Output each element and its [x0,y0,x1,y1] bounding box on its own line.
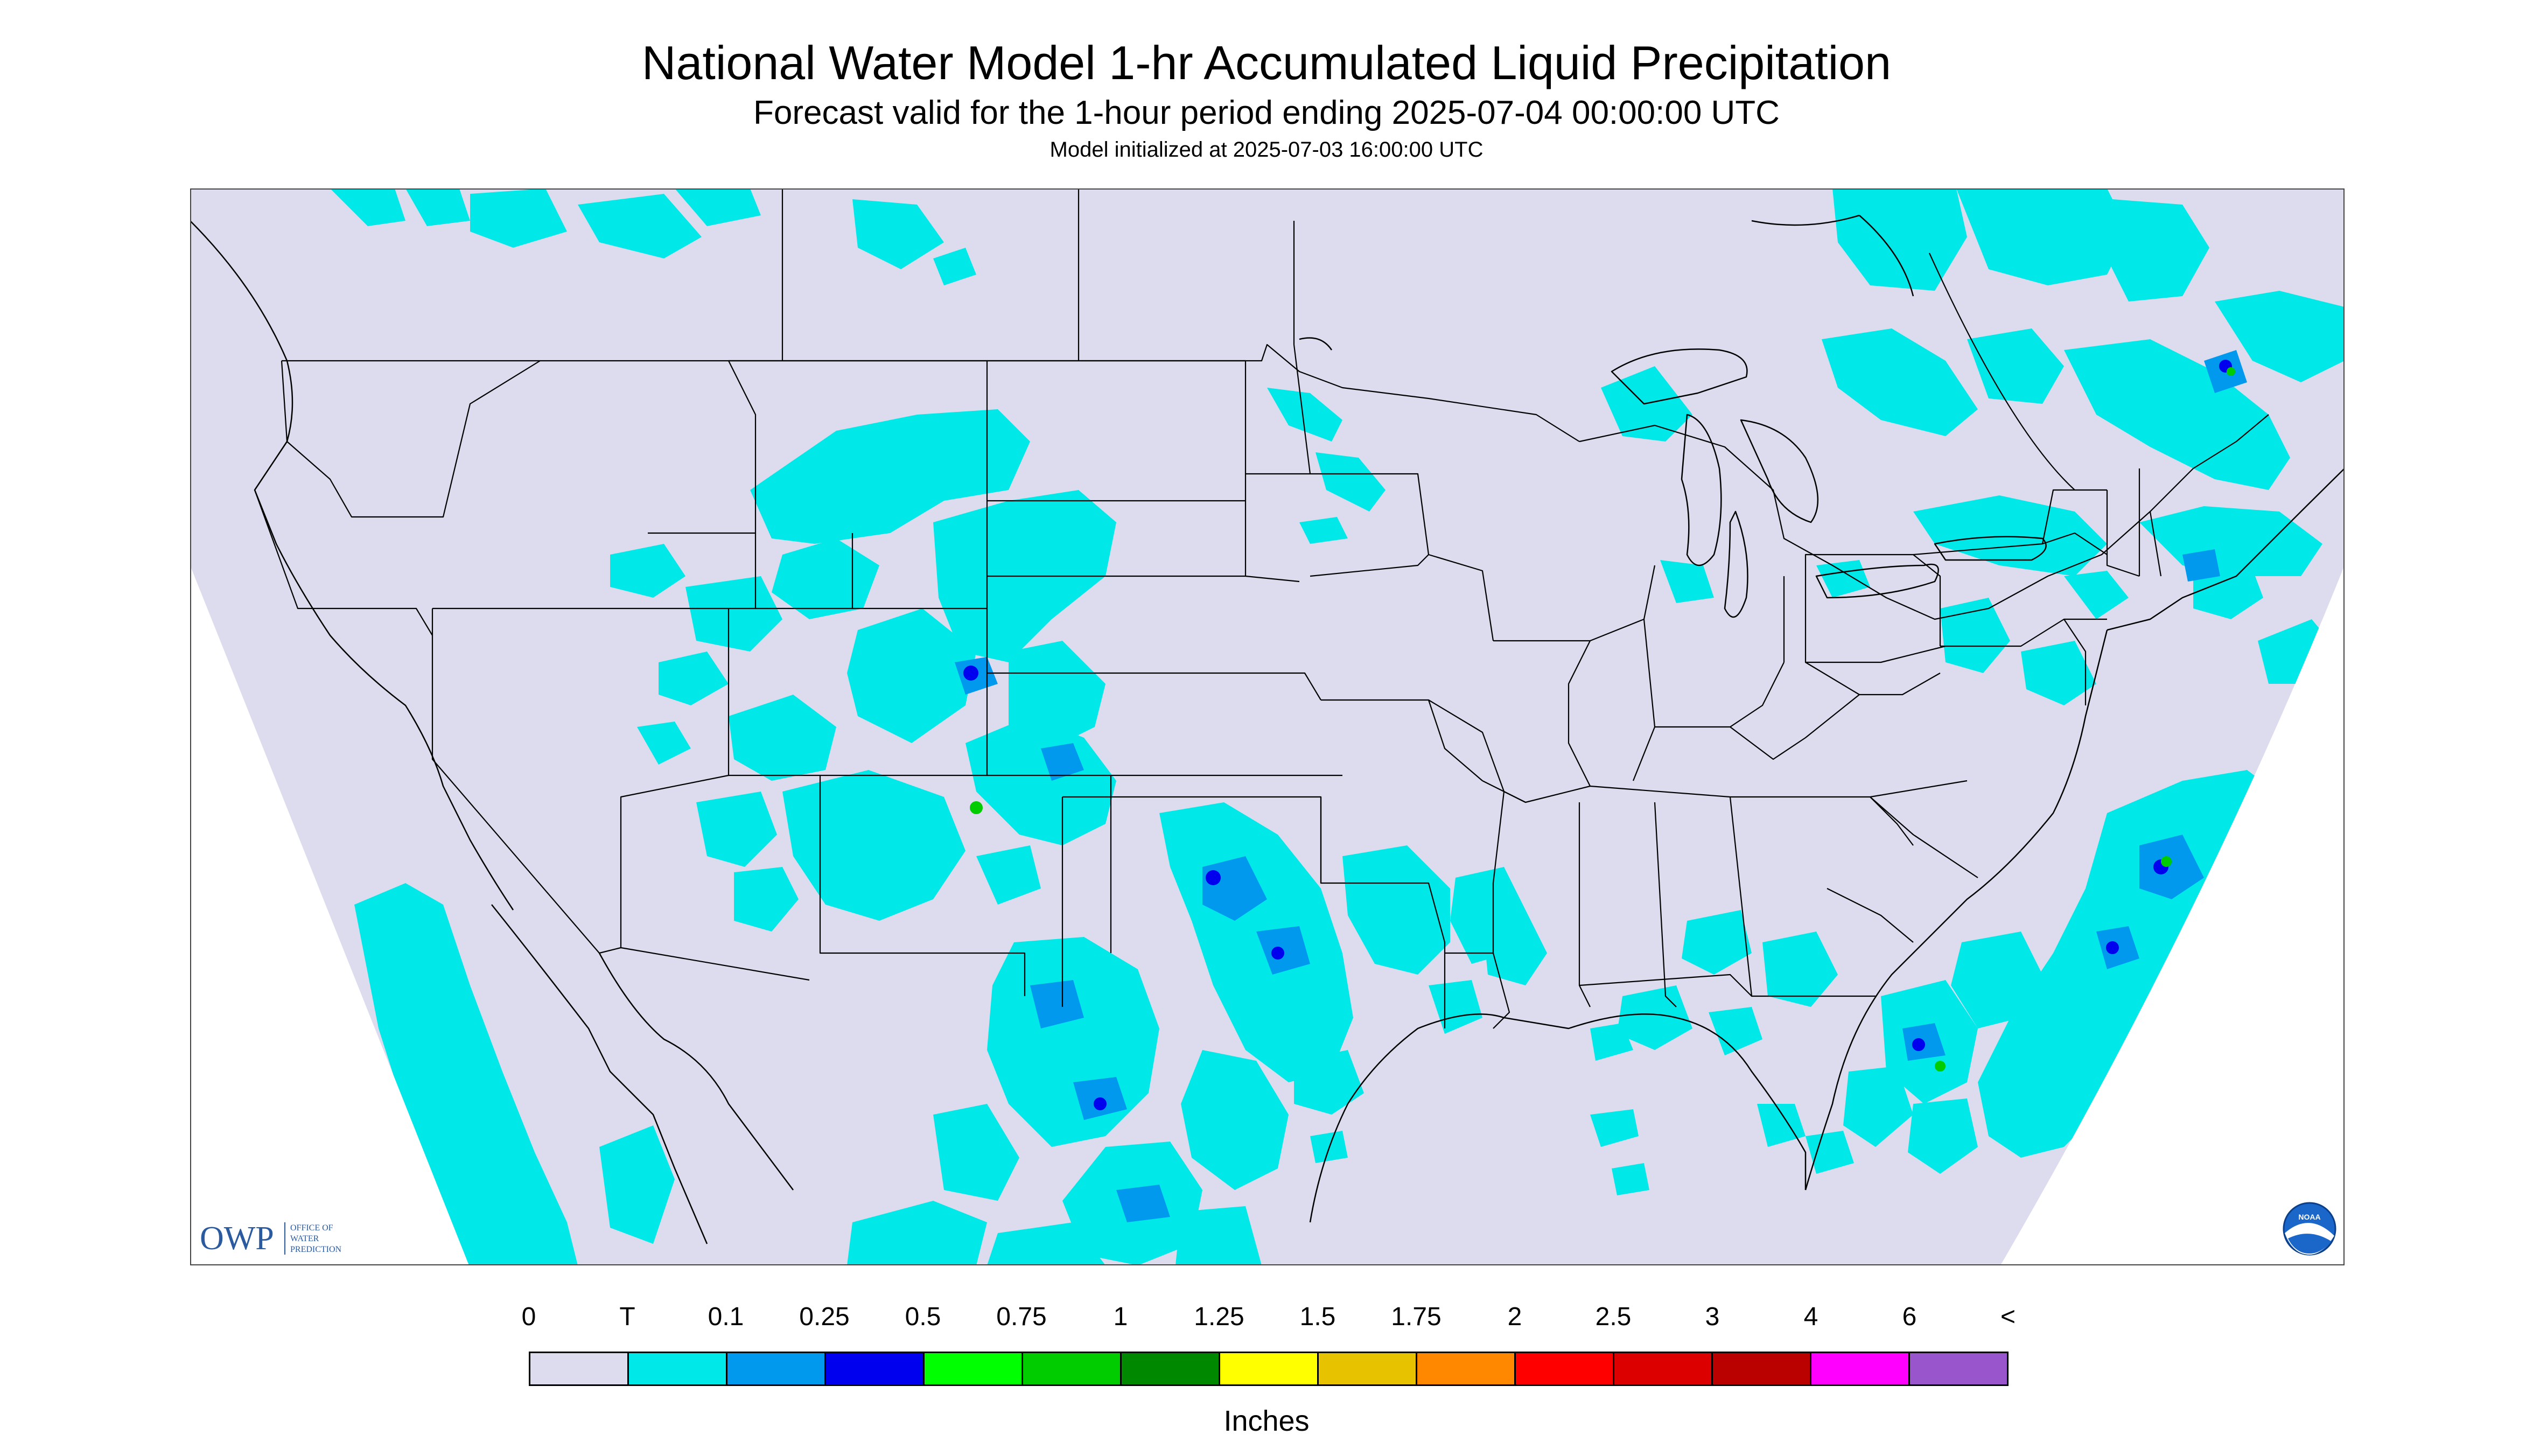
legend-color-bar [529,1352,2009,1386]
precipitation-map: OWP OFFICE OF WATER PREDICTION NOAA [190,188,2345,1265]
model-init-text: Model initialized at 2025-07-03 16:00:00… [1049,138,1484,162]
legend-swatch [1122,1353,1220,1384]
chart-title: National Water Model 1-hr Accumulated Li… [641,36,1892,89]
legend-swatch [1220,1353,1319,1384]
legend-swatch [1910,1353,2007,1384]
coastlines [190,214,2345,1244]
legend-swatch [1614,1353,1713,1384]
legend-label: 0.1 [708,1303,744,1331]
domain-mask [190,565,2345,1265]
legend-swatch [530,1353,629,1384]
owp-logo: OWP OFFICE OF WATER PREDICTION [200,1220,342,1257]
legend-label: 0.25 [799,1303,850,1331]
legend-labels: 0 T 0.1 0.25 0.5 0.75 1 1.25 1.5 1.75 2 … [0,1302,2533,1340]
legend-units-label: Inches [1223,1405,1310,1437]
legend-swatch [925,1353,1023,1384]
legend-swatch [1023,1353,1122,1384]
map-border [190,188,2345,1265]
owp-name-line-1: OFFICE OF [290,1223,333,1233]
legend-label: T [619,1303,635,1331]
state-boundaries [254,188,2269,1029]
legend-label: < [2000,1303,2016,1331]
chart-subtitle: Forecast valid for the 1-hour period end… [753,94,1780,131]
legend-label: 1.75 [1391,1303,1442,1331]
precip-trace-layer [330,188,2345,1265]
legend-label: 0.5 [905,1303,941,1331]
legend-label: 2 [1507,1303,1522,1331]
legend-label: 4 [1803,1303,1818,1331]
legend-swatch [1713,1353,1811,1384]
legend-label: 1.25 [1194,1303,1244,1331]
precip-heavy-layer [970,367,2235,1072]
owp-name-line-2: WATER [290,1234,319,1243]
legend-label: 0 [521,1303,536,1331]
legend-label: 3 [1705,1303,1720,1331]
legend-swatch [1811,1353,1910,1384]
legend-label: 1.5 [1299,1303,1336,1331]
legend-swatch [727,1353,826,1384]
owp-name-line-3: PREDICTION [290,1245,342,1254]
legend-label: 6 [1902,1303,1917,1331]
legend-swatch [629,1353,727,1384]
legend-label: 1 [1113,1303,1128,1331]
legend-label: 0.75 [996,1303,1047,1331]
noaa-text: NOAA [2298,1213,2320,1221]
legend-swatch [1319,1353,1417,1384]
owp-abbr: OWP [200,1220,274,1257]
legend-swatch [826,1353,925,1384]
legend-swatch [1516,1353,1614,1384]
legend-swatch [1417,1353,1516,1384]
legend-label: 2.5 [1595,1303,1632,1331]
noaa-logo: NOAA [2283,1202,2336,1256]
